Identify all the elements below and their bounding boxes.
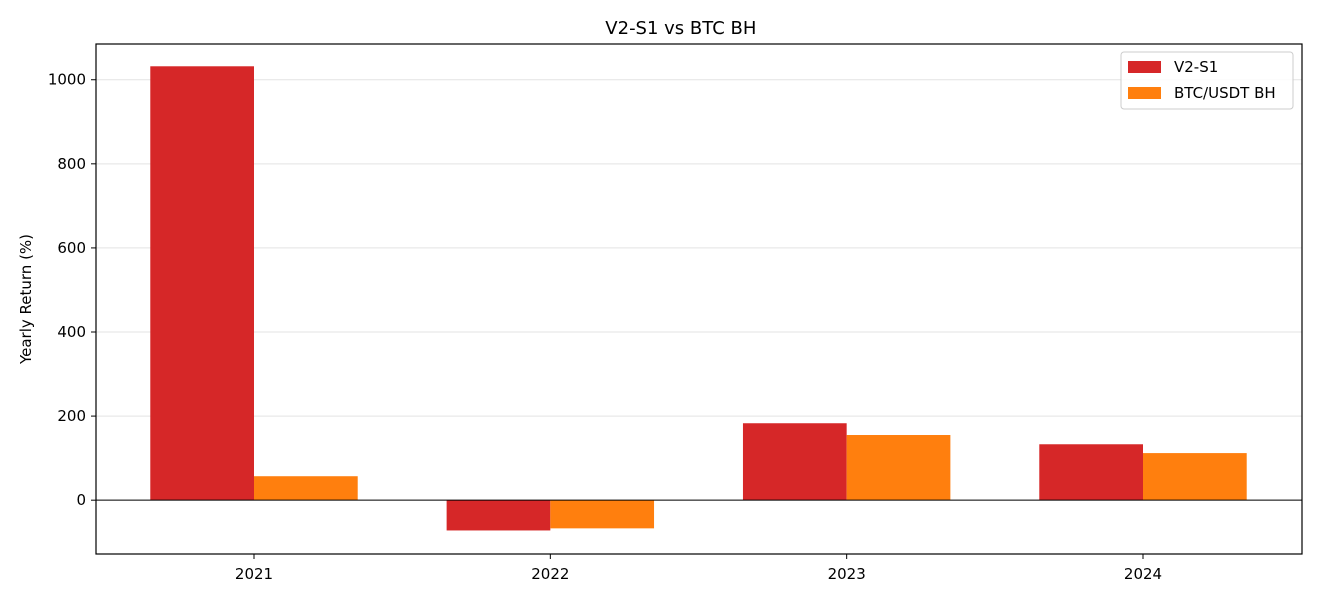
- bar-btc-usdt-bh-2021: [254, 476, 358, 501]
- y-tick-label: 0: [76, 491, 86, 509]
- y-tick-label: 600: [57, 239, 86, 257]
- plot-frame: [95, 43, 1303, 555]
- x-axis: 2021 2022 2023 2024: [235, 554, 1162, 583]
- legend-box: [1120, 51, 1294, 110]
- bar-btc-usdt-bh-2022: [550, 500, 655, 529]
- gridlines: [96, 79, 1302, 501]
- bar-v2-s1-2024: [1039, 444, 1143, 501]
- y-tick-label: 800: [57, 155, 86, 173]
- bars: [150, 66, 1247, 531]
- legend-swatch: [1128, 61, 1161, 73]
- x-tick-label: 2021: [235, 565, 273, 583]
- y-tick-label: 1000: [48, 71, 86, 89]
- bar-btc-usdt-bh-2023: [846, 435, 951, 501]
- bar-v2-s1-2021: [150, 66, 254, 501]
- legend-label: V2-S1: [1174, 58, 1218, 76]
- bar-btc-usdt-bh-2024: [1143, 453, 1247, 501]
- y-axis-label: Yearly Return (%): [17, 234, 35, 365]
- x-tick-label: 2023: [828, 565, 866, 583]
- legend: V2-S1 BTC/USDT BH: [1120, 51, 1294, 110]
- y-tick-label: 400: [57, 323, 86, 341]
- bar-v2-s1-2023: [742, 423, 847, 501]
- x-tick-label: 2024: [1124, 565, 1162, 583]
- chart-title: V2-S1 vs BTC BH: [605, 18, 790, 39]
- bar-v2-s1-2022: [446, 500, 551, 531]
- legend-swatch: [1128, 87, 1161, 99]
- x-tick-label: 2022: [531, 565, 569, 583]
- legend-label: BTC/USDT BH: [1174, 84, 1276, 102]
- y-axis: 0 200 400 600 800 1000: [48, 71, 96, 509]
- y-tick-label: 200: [57, 407, 86, 425]
